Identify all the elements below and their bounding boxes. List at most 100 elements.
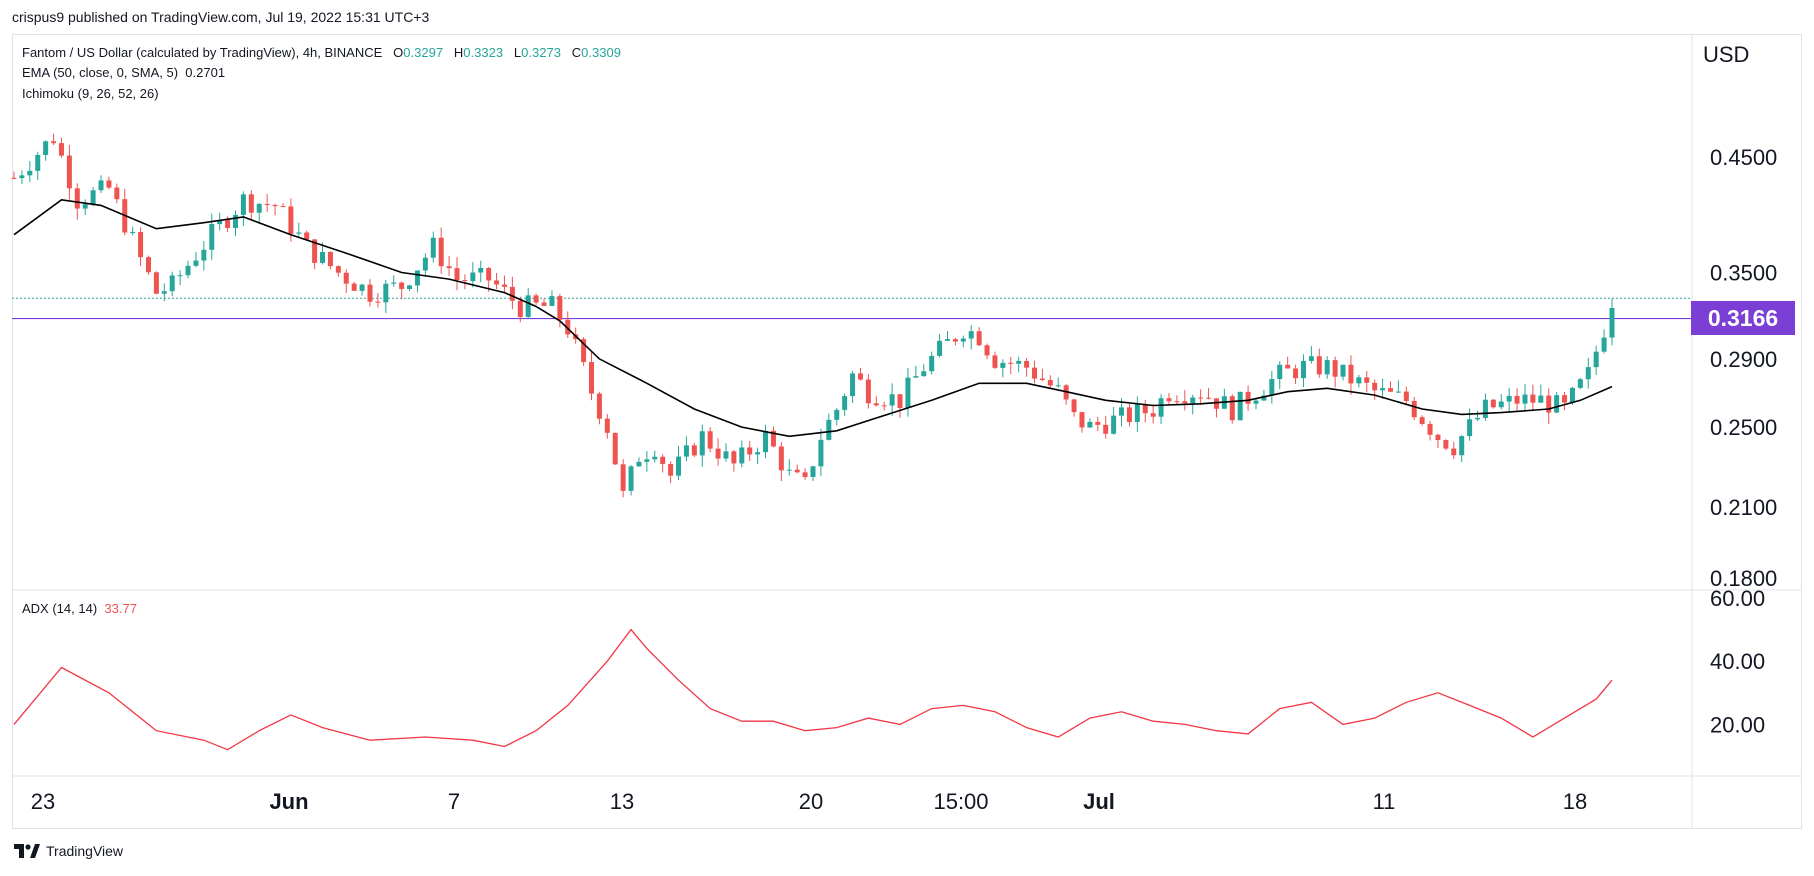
candle-body <box>533 295 539 303</box>
candle-body <box>937 340 943 356</box>
candle-body <box>296 232 302 234</box>
candle-body <box>1198 397 1204 399</box>
candle-body <box>818 439 824 467</box>
candle-body <box>802 472 808 477</box>
adx-value: 33.77 <box>104 601 137 616</box>
candle-body <box>778 446 784 471</box>
candle-body <box>343 272 349 284</box>
candle-body <box>834 409 840 420</box>
candle-body <box>976 331 982 346</box>
candle-body <box>731 451 737 464</box>
time-tick-label: 18 <box>1563 789 1587 814</box>
ema-legend[interactable]: EMA (50, close, 0, SMA, 5) 0.2701 <box>22 65 225 80</box>
candle-body <box>383 283 389 303</box>
candle-body <box>359 284 365 291</box>
candle-body <box>873 403 879 406</box>
candle-body <box>470 272 476 282</box>
candle-body <box>1213 398 1219 409</box>
price-tick-label: 0.3500 <box>1710 260 1777 285</box>
candle-body <box>1340 364 1346 377</box>
candle-body <box>422 257 428 271</box>
price-tick-label: 0.2500 <box>1710 415 1777 440</box>
candle-body <box>857 373 863 380</box>
candle-body <box>19 175 25 179</box>
candle-body <box>683 445 689 457</box>
candle-body <box>1277 364 1283 380</box>
candle-body <box>391 282 397 284</box>
candle-body <box>1237 391 1243 421</box>
candle-body <box>588 362 594 394</box>
candle-body <box>1024 360 1030 368</box>
time-tick-label: 11 <box>1373 789 1396 814</box>
price-tick-label: 0.2100 <box>1710 495 1777 520</box>
candle-body <box>138 232 144 258</box>
candle-body <box>842 396 848 410</box>
candle-body <box>1395 391 1401 393</box>
candle-body <box>1071 399 1077 413</box>
candle-body <box>1593 351 1599 368</box>
candle-body <box>438 237 444 267</box>
candle-body <box>739 447 745 464</box>
candle-body <box>1126 407 1132 422</box>
price-tick-label: 0.1800 <box>1710 566 1777 591</box>
candle-body <box>1387 388 1393 392</box>
candle-body <box>177 275 183 277</box>
candle-body <box>1079 412 1085 428</box>
candle-body <box>810 466 816 477</box>
candle-body <box>581 339 587 363</box>
candle-body <box>1601 337 1607 352</box>
candle-body <box>367 284 373 302</box>
candle-body <box>66 155 72 189</box>
candle-body <box>1332 360 1338 377</box>
time-tick-label: Jun <box>269 789 308 814</box>
candle-body <box>992 355 998 368</box>
candle-body <box>826 419 832 440</box>
candle-body <box>304 232 310 240</box>
candle-body <box>1403 391 1409 402</box>
candle-body <box>865 379 871 404</box>
currency-label[interactable]: USD <box>1703 42 1750 67</box>
candle-body <box>11 177 17 179</box>
candle-body <box>264 203 270 205</box>
candle-body <box>509 286 515 301</box>
tradingview-brand[interactable]: TradingView <box>14 843 123 859</box>
candle-body <box>1324 360 1330 375</box>
tradingview-brand-name: TradingView <box>46 843 124 859</box>
candle-body <box>1435 434 1441 441</box>
symbol-legend: Fantom / US Dollar (calculated by Tradin… <box>22 45 621 60</box>
candle-body <box>612 432 618 465</box>
candle-body <box>280 206 286 208</box>
candle-body <box>27 170 33 176</box>
ema-line <box>13 198 1613 438</box>
candle-body <box>1380 388 1386 391</box>
candle-body <box>596 393 602 419</box>
candle-body <box>1285 364 1291 369</box>
candle-body <box>628 466 634 491</box>
candle-body <box>312 239 318 263</box>
candle-body <box>1055 385 1061 387</box>
candle-body <box>1047 380 1053 386</box>
published-by-text: crispus9 published on TradingView.com, J… <box>12 9 430 25</box>
candle-body <box>1119 407 1125 416</box>
candle-body <box>335 266 341 273</box>
candle-body <box>1095 421 1101 425</box>
candle-body <box>399 282 405 290</box>
candle-body <box>636 461 642 467</box>
ichimoku-legend[interactable]: Ichimoku (9, 26, 52, 26) <box>22 86 159 101</box>
adx-tick-label: 20.00 <box>1710 712 1765 737</box>
adx-tick-label: 60.00 <box>1710 586 1765 611</box>
adx-legend[interactable]: ADX (14, 14) 33.77 <box>22 601 137 616</box>
candle-body <box>1498 401 1504 408</box>
candle-body <box>1451 448 1457 456</box>
candle-body <box>1190 397 1196 404</box>
candle-body <box>1316 356 1322 375</box>
candle-body <box>407 285 413 290</box>
candle-body <box>1134 404 1140 422</box>
candle-body <box>288 206 294 234</box>
candle-body <box>209 224 215 250</box>
candle-body <box>1016 360 1022 364</box>
candle-body <box>763 430 769 453</box>
time-tick-label: 7 <box>448 789 460 814</box>
candle-body <box>660 456 666 464</box>
